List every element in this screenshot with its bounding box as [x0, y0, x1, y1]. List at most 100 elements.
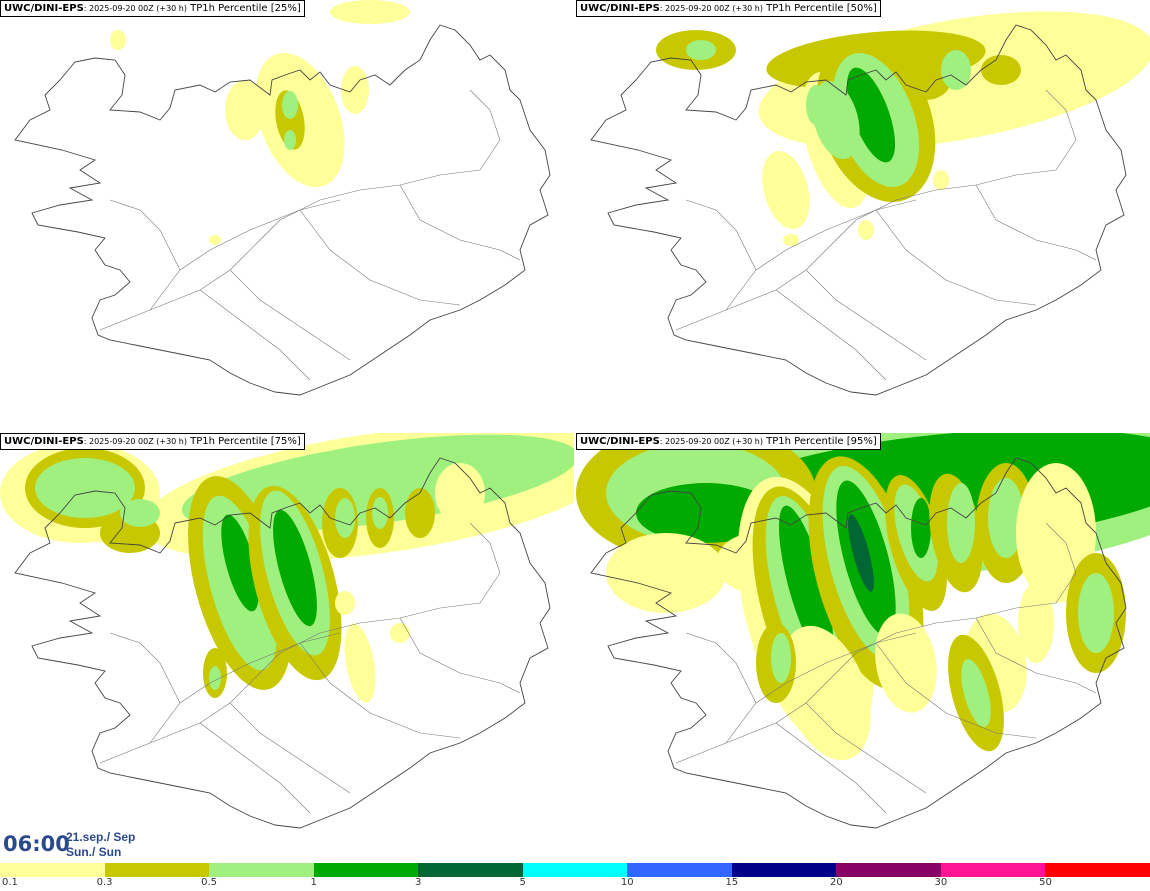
map-panel-p50: UWC/DINI-EPS: 2025-09-20 00Z (+30 h) TP1… [576, 0, 1150, 430]
legend-swatch [940, 863, 1046, 877]
precip-area [947, 483, 975, 563]
precip-area [858, 220, 874, 240]
iceland-map [576, 433, 1150, 829]
legend-swatch [418, 863, 524, 877]
iceland-map [0, 433, 574, 829]
legend-swatch [522, 863, 628, 877]
valid-date-line2: Sun./ Sun [66, 845, 122, 859]
legend-label: 0.1 [2, 877, 18, 888]
precip-area [209, 235, 221, 245]
legend-swatch [209, 863, 315, 877]
road-line [805, 269, 927, 361]
road-line [875, 209, 1037, 306]
road-line [1045, 89, 1077, 171]
iceland-map [14, 0, 551, 396]
precip-area [606, 533, 726, 613]
road-line [109, 199, 181, 271]
legend-label: 20 [829, 877, 843, 888]
model-name: UWC/DINI-EPS [580, 3, 660, 14]
precip-area [806, 85, 826, 125]
panel-header: UWC/DINI-EPS: 2025-09-20 00Z (+30 h) TP1… [576, 0, 881, 17]
road-line [299, 642, 461, 739]
road-line [855, 602, 1057, 654]
precip-area [771, 633, 791, 683]
panel-header: UWC/DINI-EPS: 2025-09-20 00Z (+30 h) TP1… [0, 0, 305, 17]
legend-label: 10 [620, 877, 634, 888]
precip-area [783, 234, 799, 246]
precip-area [273, 509, 317, 627]
coastline [14, 24, 551, 396]
legend-label: 1 [310, 877, 317, 888]
road-line [855, 169, 1057, 221]
precip-area [1018, 583, 1054, 663]
precip-area [372, 497, 388, 529]
legend-swatch [104, 863, 210, 877]
run-info: : 2025-09-20 00Z (+30 h) [659, 4, 763, 13]
precip-area [221, 514, 259, 612]
road-line [975, 617, 1097, 694]
road-line [675, 219, 857, 331]
precip-area [405, 488, 435, 538]
model-name: UWC/DINI-EPS [4, 436, 84, 447]
road-line [279, 602, 481, 654]
precip-area [390, 623, 410, 643]
legend-swatch [1045, 863, 1150, 877]
road-line [775, 722, 887, 814]
legend-swatch [627, 863, 733, 877]
road-line [229, 269, 351, 361]
road-line [279, 169, 481, 221]
parameter-label: TP1h Percentile [75%] [186, 436, 301, 447]
road-line [725, 632, 917, 744]
road-line [99, 219, 281, 331]
precip-area [335, 498, 355, 538]
precip-area [330, 0, 410, 24]
legend-label: 50 [1039, 877, 1052, 888]
precip-area [762, 150, 810, 230]
precip-area [1078, 573, 1114, 653]
legend-label: 0.3 [96, 877, 113, 888]
road-line [299, 209, 461, 306]
coastline [14, 457, 551, 829]
precip-area [781, 625, 871, 761]
precip-area [284, 130, 296, 150]
road-line [685, 632, 757, 704]
valid-date-line1: 21.sep./ Sep [66, 830, 136, 844]
precip-area [911, 498, 931, 558]
map-panel-p95: UWC/DINI-EPS: 2025-09-20 00Z (+30 h) TP1… [576, 433, 1150, 863]
legend-swatch [313, 863, 419, 877]
road-line [199, 289, 311, 381]
road-line [149, 199, 341, 311]
road-line [975, 184, 1097, 261]
legend-label: 15 [725, 877, 739, 888]
precip-area [988, 478, 1024, 558]
precip-area [933, 170, 949, 190]
map-panel-p25: UWC/DINI-EPS: 2025-09-20 00Z (+30 h) TP1… [0, 0, 574, 430]
road-line [875, 642, 1037, 739]
road-line [469, 89, 501, 171]
road-line [775, 289, 887, 381]
road-line [399, 184, 521, 261]
run-info: : 2025-09-20 00Z (+30 h) [659, 437, 763, 446]
road-line [469, 522, 501, 604]
precip-area [120, 499, 160, 527]
precip-area [875, 613, 937, 713]
legend-label: 5 [519, 877, 526, 888]
road-line [399, 617, 521, 694]
run-info: : 2025-09-20 00Z (+30 h) [83, 4, 187, 13]
precip-area [344, 623, 376, 703]
model-name: UWC/DINI-EPS [4, 3, 84, 14]
precip-area [778, 505, 834, 661]
panel-header: UWC/DINI-EPS: 2025-09-20 00Z (+30 h) TP1… [576, 433, 881, 450]
road-line [109, 632, 181, 704]
precip-area [981, 55, 1021, 85]
parameter-label: TP1h Percentile [95%] [762, 436, 877, 447]
valid-time-box: 06:00 21.sep./ Sep Sun./ Sun [0, 822, 160, 862]
precip-area [846, 67, 896, 163]
coastline [590, 457, 1127, 829]
road-line [675, 652, 857, 764]
panel-header: UWC/DINI-EPS: 2025-09-20 00Z (+30 h) TP1… [0, 433, 305, 450]
map-panel-p75: UWC/DINI-EPS: 2025-09-20 00Z (+30 h) TP1… [0, 433, 574, 863]
precip-area [686, 40, 716, 60]
legend-label: 0.5 [201, 877, 218, 888]
road-line [149, 632, 341, 744]
